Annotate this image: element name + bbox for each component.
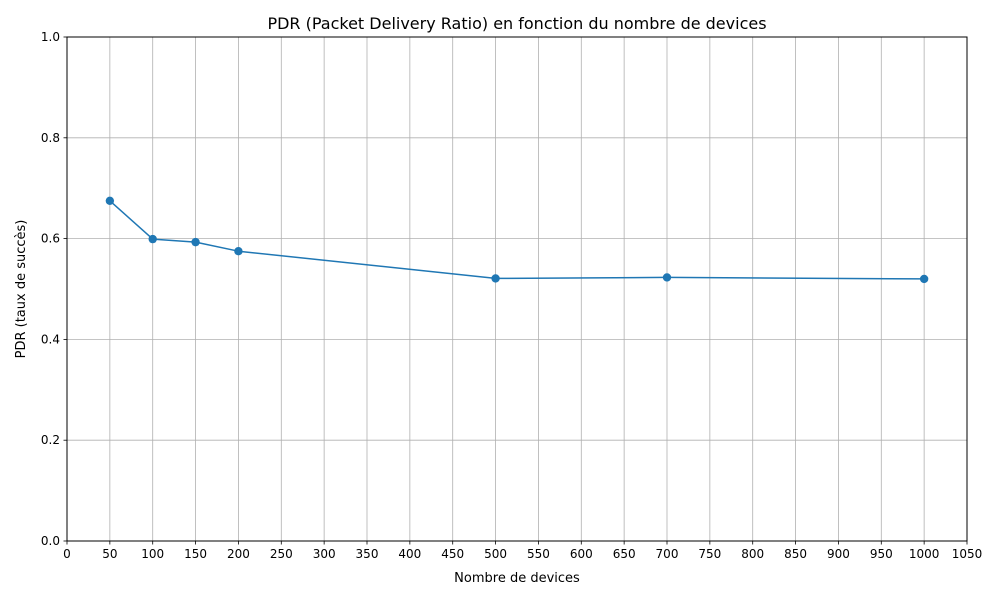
data-point <box>191 237 200 247</box>
chart-title: PDR (Packet Delivery Ratio) en fonction … <box>267 14 766 33</box>
x-tick-label: 400 <box>398 547 421 561</box>
x-tick-label: 450 <box>441 547 464 561</box>
x-axis-label: Nombre de devices <box>454 571 580 586</box>
ticks: 0 50 100 150 200 250 300 350 400 450 500 550 600 650 7… <box>41 30 982 561</box>
x-tick-label: 750 <box>698 547 721 561</box>
data-point <box>662 273 672 282</box>
y-tick-label: 0.6 <box>41 232 60 246</box>
data-point <box>148 234 157 244</box>
x-tick-label: 50 <box>102 547 117 561</box>
x-tick-label: 1000 <box>909 547 940 561</box>
x-tick-label: 1050 <box>952 547 983 561</box>
x-tick-label: 600 <box>570 547 593 561</box>
y-tick-label: 0.4 <box>41 332 60 346</box>
data-point <box>105 196 115 205</box>
plot-frame <box>66 36 968 542</box>
data-point <box>234 247 243 256</box>
x-tick-label: 850 <box>784 547 807 561</box>
x-tick-label: 800 <box>741 547 764 561</box>
x-tick-label: 350 <box>356 547 379 561</box>
x-tick-label: 700 <box>656 547 679 561</box>
x-tick-label: 200 <box>227 547 250 561</box>
x-tick-label: 100 <box>141 547 164 561</box>
x-tick-label: 650 <box>613 547 636 561</box>
y-tick-label: 0.0 <box>41 534 60 548</box>
x-tick-label: 250 <box>270 547 293 561</box>
y-axis-label: PDR (taux de succès) <box>14 220 29 359</box>
y-tick-label: 0.2 <box>41 433 60 447</box>
x-tick-label: 150 <box>184 547 207 561</box>
x-tick-label: 500 <box>484 547 507 561</box>
x-tick-label: 900 <box>827 547 850 561</box>
x-tick-label: 0 <box>63 547 71 561</box>
x-tick-label: 950 <box>870 547 893 561</box>
x-tick-label: 550 <box>527 547 550 561</box>
y-tick-label: 0.8 <box>41 131 60 145</box>
x-tick-label: 300 <box>313 547 336 561</box>
y-tick-label: 1.0 <box>41 30 60 44</box>
data-point <box>919 274 929 284</box>
data-point <box>491 274 500 283</box>
series-layer <box>105 196 929 284</box>
